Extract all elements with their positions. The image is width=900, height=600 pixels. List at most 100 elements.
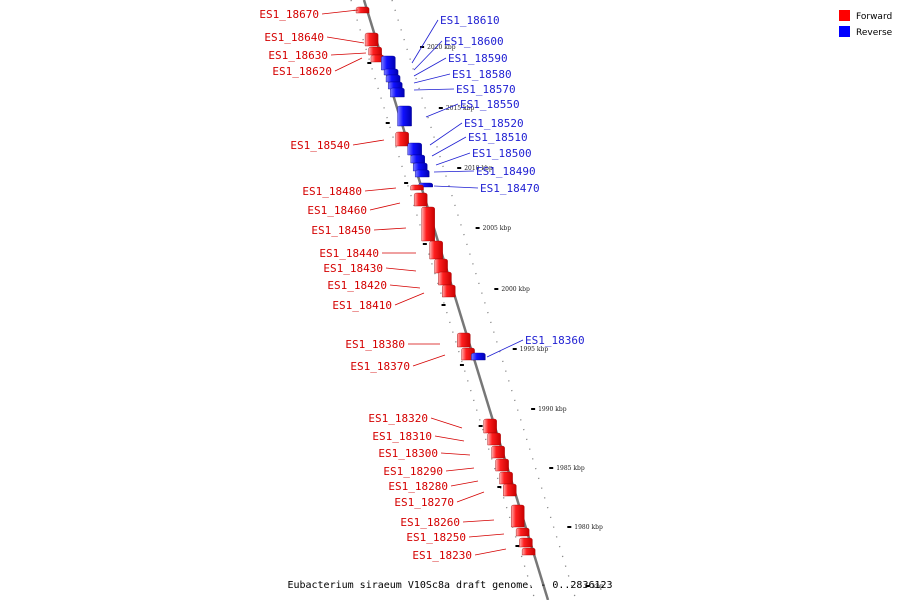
forward-gene-block (521, 547, 536, 556)
forward-gene-connector (412, 354, 446, 367)
forward-gene-connector (373, 227, 407, 231)
forward-gene-block (487, 432, 501, 446)
reverse-gene-label[interactable]: ES1_18580 (452, 68, 512, 81)
forward-gene-label[interactable]: ES1_18450 (311, 224, 371, 237)
reverse-gene-connector (413, 57, 447, 77)
reverse-gene-label[interactable]: ES1_18570 (456, 83, 516, 96)
reverse-gene-label[interactable]: ES1_18550 (460, 98, 520, 111)
gene-labels: ES1_18670 ES1_18640 ES1_18630 ES1_18620 ES1_… (259, 8, 584, 562)
forward-gene-block (495, 458, 509, 472)
forward-gene-block (515, 527, 530, 537)
forward-gene-connector (330, 52, 367, 56)
forward-gene-label[interactable]: ES1_18670 (259, 8, 319, 21)
forward-gene-block (364, 32, 379, 47)
reverse-gene-label[interactable]: ES1_18500 (472, 147, 532, 160)
forward-gene-label[interactable]: ES1_18380 (345, 338, 405, 351)
forward-gene-label[interactable]: ES1_18460 (307, 204, 367, 217)
forward-gene-block (442, 284, 456, 298)
forward-gene-block (483, 418, 497, 434)
forward-gene-label[interactable]: ES1_18540 (290, 139, 350, 152)
forward-gene-block (438, 271, 452, 286)
forward-gene-label[interactable]: ES1_18630 (268, 49, 328, 62)
forward-gene-label[interactable]: ES1_18250 (406, 531, 466, 544)
forward-gene-block (457, 332, 471, 348)
forward-gene-label[interactable]: ES1_18410 (332, 299, 392, 312)
forward-gene-label[interactable]: ES1_18290 (383, 465, 443, 478)
forward-gene-label[interactable]: ES1_18280 (388, 480, 448, 493)
forward-gene-block (395, 131, 409, 147)
forward-gene-connector (450, 480, 479, 487)
reverse-gene-connector (486, 339, 524, 358)
reverse-gene-block (381, 55, 396, 71)
forward-gene-connector (462, 519, 495, 523)
axis-ticks: 2020 kbp 2015 kbp 2010 kbp 2005 kbp 2000 kbp… (367, 44, 604, 590)
forward-gene-label[interactable]: ES1_18420 (327, 279, 387, 292)
legend-reverse-label: Reverse (856, 28, 893, 38)
genome-axis (362, 0, 550, 600)
legend: Forward Reverse (839, 10, 893, 38)
forward-gene-connector (468, 533, 505, 538)
reverse-gene-connector (413, 40, 443, 71)
reverse-gene-connector (413, 88, 455, 91)
reverse-gene-block (388, 81, 403, 90)
reverse-gene-block (385, 74, 401, 83)
reverse-gene-connector (411, 19, 439, 64)
forward-gene-connector (385, 267, 417, 272)
forward-gene-label[interactable]: ES1_18440 (319, 247, 379, 260)
forward-gene-block (410, 184, 424, 191)
reverse-gene-label[interactable]: ES1_18590 (448, 52, 508, 65)
legend-reverse-swatch (839, 26, 850, 37)
forward-gene-label[interactable]: ES1_18370 (350, 360, 410, 373)
forward-gene-connector (440, 452, 471, 456)
reverse-gene-label[interactable]: ES1_18600 (444, 35, 504, 48)
axis-tick-label: 2015 kbp (446, 105, 475, 112)
reverse-gene-connector (433, 185, 479, 189)
forward-gene-label[interactable]: ES1_18620 (272, 65, 332, 78)
axis-tick-label: kbp (592, 583, 603, 590)
reverse-gene-label[interactable]: ES1_18510 (468, 131, 528, 144)
forward-gene-connector (389, 284, 421, 289)
forward-gene-connector (434, 435, 465, 442)
reverse-gene-label[interactable]: ES1_18520 (464, 117, 524, 130)
reverse-gene-block (390, 87, 405, 98)
forward-gene-label[interactable]: ES1_18230 (412, 549, 472, 562)
forward-gene-connector (394, 292, 425, 306)
reverse-gene-block (397, 105, 412, 127)
reverse-gene-label[interactable]: ES1_18490 (476, 165, 536, 178)
reverse-gene-connector (431, 136, 467, 157)
reverse-gene-block (407, 142, 422, 156)
forward-gene-block (368, 46, 382, 56)
forward-gene-connector (369, 202, 401, 211)
reverse-gene-label[interactable]: ES1_18470 (480, 182, 540, 195)
forward-gene-block (355, 6, 370, 14)
forward-gene-block (511, 504, 525, 528)
forward-gene-label[interactable]: ES1_18310 (372, 430, 432, 443)
axis-tick-label: 2010 kbp (464, 165, 493, 172)
forward-gene-label[interactable]: ES1_18640 (264, 31, 324, 44)
forward-gene-label[interactable]: ES1_18260 (400, 516, 460, 529)
forward-gene-connector (474, 548, 507, 556)
forward-gene-label[interactable]: ES1_18300 (378, 447, 438, 460)
forward-gene-label[interactable]: ES1_18270 (394, 496, 454, 509)
forward-gene-block (421, 206, 435, 242)
forward-gene-block (519, 537, 533, 548)
forward-gene-block (429, 240, 443, 260)
forward-gene-connector (334, 57, 363, 72)
forward-gene-block (413, 192, 428, 207)
forward-gene-label[interactable]: ES1_18480 (302, 185, 362, 198)
reverse-gene-label[interactable]: ES1_18360 (525, 334, 585, 347)
axis-tick-label: 2000 kbp (501, 286, 530, 293)
forward-gene-block (434, 258, 448, 274)
reverse-gene-connector (435, 152, 471, 166)
axis-tick-label: 2005 kbp (483, 225, 512, 232)
gene-blocks (355, 6, 536, 556)
axis-tick-label: 2020 kbp (427, 44, 456, 51)
reverse-gene-connector (433, 170, 475, 173)
reverse-gene-label[interactable]: ES1_18610 (440, 14, 500, 27)
legend-forward-swatch (839, 10, 850, 21)
forward-gene-label[interactable]: ES1_18430 (323, 262, 383, 275)
reverse-gene-connector (425, 103, 459, 118)
axis-tick-label: 1990 kbp (538, 406, 567, 413)
forward-gene-label[interactable]: ES1_18320 (368, 412, 428, 425)
